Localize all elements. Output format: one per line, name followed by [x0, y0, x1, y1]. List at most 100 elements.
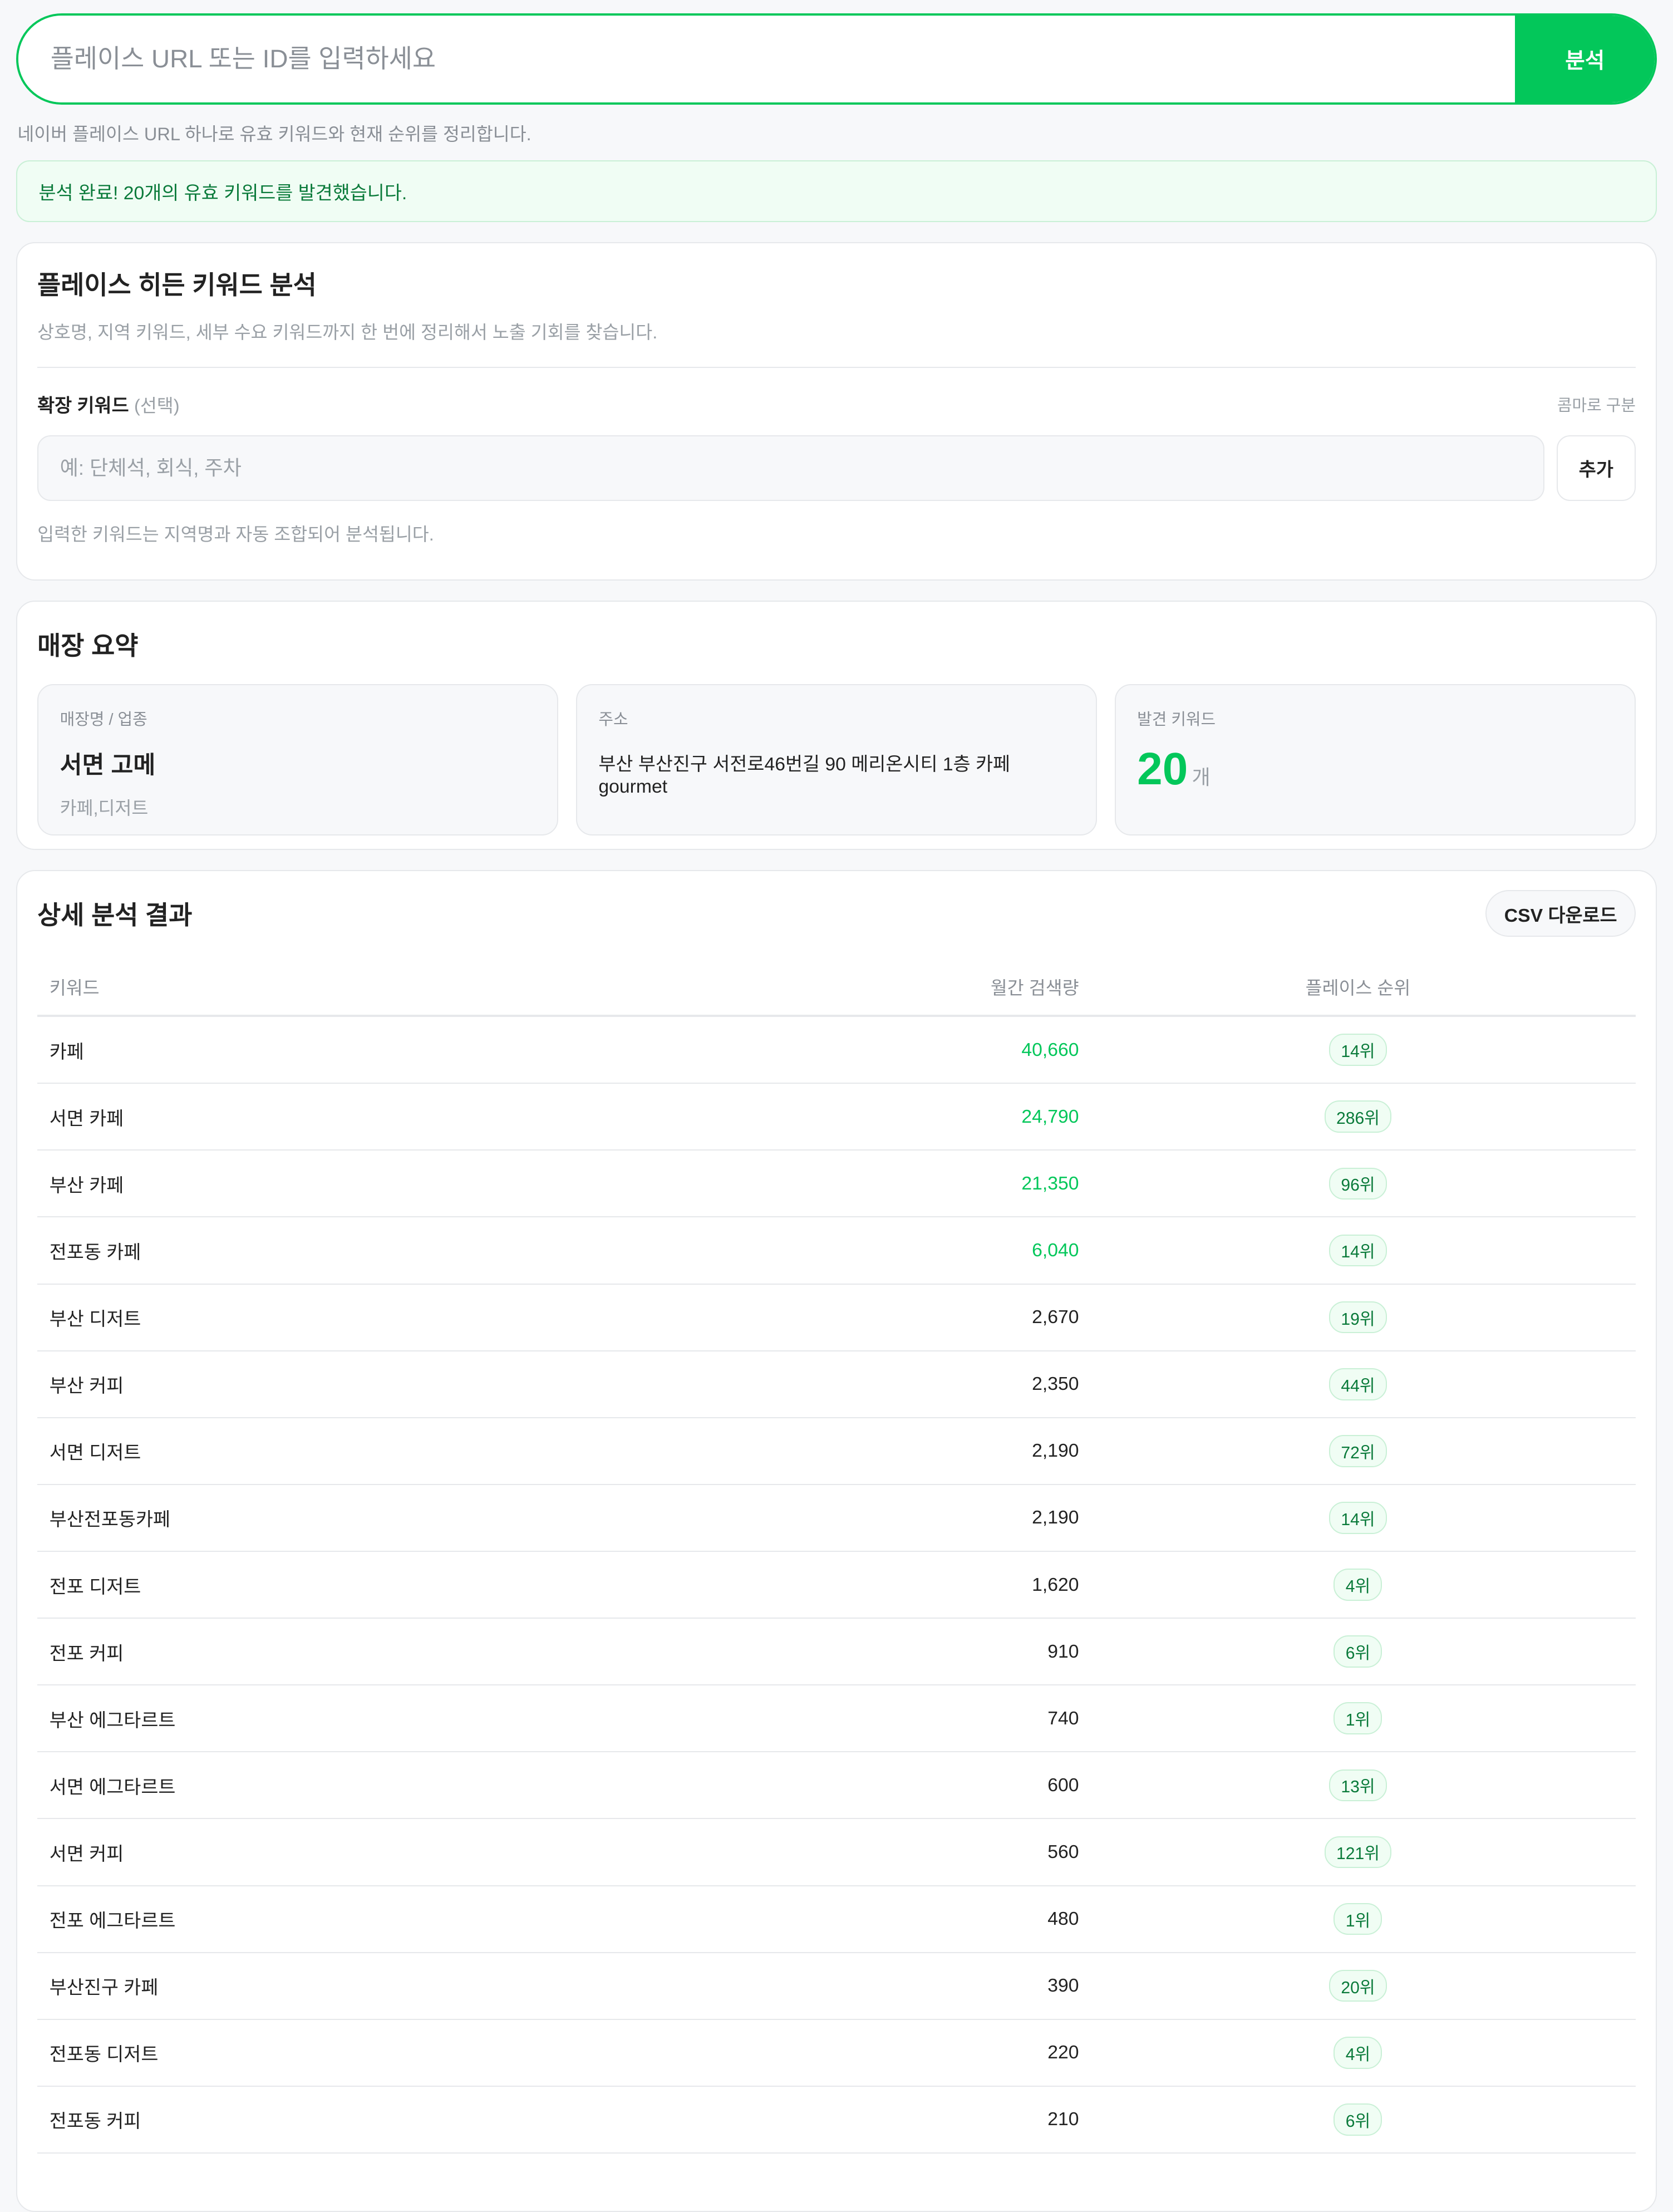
volume-cell: 2,670 [863, 1284, 1080, 1351]
add-keyword-button[interactable]: 추가 [1556, 435, 1636, 501]
rank-cell: 121위 [1080, 1818, 1636, 1886]
rank-cell: 6위 [1080, 1618, 1636, 1686]
results-card: 상세 분석 결과 CSV 다운로드 키워드 월간 검색량 플레이스 순위 카페 … [16, 870, 1657, 2212]
summary-title: 매장 요약 [37, 632, 139, 661]
optional-label: (선택) [134, 396, 180, 416]
rank-badge: 1위 [1334, 1702, 1382, 1735]
volume-cell: 910 [863, 1618, 1080, 1686]
keyword-cell: 전포 커피 [37, 1618, 863, 1686]
keyword-cell: 부산진구 카페 [37, 1952, 863, 2020]
volume-cell: 600 [863, 1752, 1080, 1820]
rank-badge: 121위 [1324, 1836, 1392, 1869]
volume-cell: 21,350 [863, 1150, 1080, 1218]
place-url-input[interactable] [18, 16, 1515, 102]
col-volume: 월간 검색량 [863, 958, 1080, 1017]
rank-badge: 20위 [1329, 1969, 1387, 2002]
keyword-cell: 서면 디저트 [37, 1417, 863, 1485]
store-summary-card: 매장 요약 매장명 / 업종 서면 고메 카페,디저트 주소 부산 부산진구 서… [16, 600, 1657, 851]
store-name: 서면 고메 [60, 752, 156, 779]
analysis-description: 상호명, 지역 키워드, 세부 수요 키워드까지 한 번에 정리해서 노출 기회… [37, 322, 658, 342]
rank-badge: 1위 [1334, 1903, 1382, 1935]
keyword-cell: 전포 에그타르트 [37, 1885, 863, 1953]
success-alert: 분석 완료! 20개의 유효 키워드를 발견했습니다. [16, 160, 1657, 222]
rank-cell: 20위 [1080, 1952, 1636, 2020]
keyword-count: 20 [1137, 744, 1188, 795]
keyword-cell: 카페 [37, 1016, 863, 1084]
volume-cell: 2,190 [863, 1417, 1080, 1485]
rank-badge: 13위 [1329, 1769, 1387, 1802]
keyword-cell: 전포 디저트 [37, 1551, 863, 1619]
rank-cell: 4위 [1080, 2019, 1636, 2087]
keyword-cell: 서면 카페 [37, 1083, 863, 1151]
rank-cell: 13위 [1080, 1752, 1636, 1820]
rank-cell: 96위 [1080, 1150, 1636, 1218]
table-row: 전포동 카페 6,040 14위 [37, 1217, 1636, 1285]
col-rank: 플레이스 순위 [1080, 958, 1636, 1017]
table-row: 부산진구 카페 390 20위 [37, 1952, 1636, 2020]
store-category: 카페,디저트 [60, 798, 149, 819]
volume-cell: 560 [863, 1818, 1080, 1886]
results-table: 키워드 월간 검색량 플레이스 순위 카페 40,660 14위 서면 카페 24… [37, 958, 1636, 2154]
analysis-title: 플레이스 히든 키워드 분석 [37, 271, 317, 299]
volume-cell: 2,190 [863, 1484, 1080, 1552]
extra-keyword-input[interactable] [37, 435, 1545, 501]
volume-cell: 6,040 [863, 1217, 1080, 1285]
table-row: 서면 에그타르트 600 13위 [37, 1752, 1636, 1820]
keyword-cell: 부산 커피 [37, 1350, 863, 1418]
volume-cell: 210 [863, 2086, 1080, 2154]
rank-cell: 6위 [1080, 2086, 1636, 2154]
keyword-count-box: 발견 키워드 20 개 [1114, 684, 1636, 836]
table-row: 전포 커피 910 6위 [37, 1618, 1636, 1686]
store-name-box: 매장명 / 업종 서면 고메 카페,디저트 [37, 684, 559, 836]
volume-cell: 480 [863, 1885, 1080, 1953]
divider [37, 366, 1636, 368]
volume-cell: 740 [863, 1685, 1080, 1753]
label-text: 확장 키워드 [37, 395, 129, 417]
keyword-cell: 서면 커피 [37, 1818, 863, 1886]
rank-badge: 14위 [1329, 1034, 1387, 1066]
alert-message: 분석 완료! 20개의 유효 키워드를 발견했습니다. [38, 182, 407, 204]
keyword-cell: 전포동 카페 [37, 1217, 863, 1285]
rank-badge: 6위 [1334, 2103, 1382, 2136]
analyze-button[interactable]: 분석 [1515, 16, 1655, 102]
keyword-count-label: 발견 키워드 [1137, 711, 1216, 729]
csv-download-button[interactable]: CSV 다운로드 [1485, 889, 1636, 937]
rank-badge: 19위 [1329, 1301, 1387, 1334]
table-row: 서면 커피 560 121위 [37, 1818, 1636, 1886]
volume-cell: 40,660 [863, 1016, 1080, 1084]
rank-cell: 286위 [1080, 1083, 1636, 1151]
table-row: 부산 에그타르트 740 1위 [37, 1685, 1636, 1753]
table-row: 부산 카페 21,350 96위 [37, 1150, 1636, 1218]
rank-cell: 72위 [1080, 1417, 1636, 1485]
keyword-cell: 전포동 디저트 [37, 2019, 863, 2087]
rank-cell: 14위 [1080, 1016, 1636, 1084]
table-row: 전포 디저트 1,620 4위 [37, 1551, 1636, 1619]
rank-badge: 6위 [1334, 1635, 1382, 1668]
volume-cell: 2,350 [863, 1350, 1080, 1418]
address-label: 주소 [598, 711, 628, 729]
volume-cell: 24,790 [863, 1083, 1080, 1151]
volume-cell: 220 [863, 2019, 1080, 2087]
rank-badge: 14위 [1329, 1234, 1387, 1267]
table-row: 부산 커피 2,350 44위 [37, 1350, 1636, 1418]
keyword-note: 입력한 키워드는 지역명과 자동 조합되어 분석됩니다. [37, 524, 434, 544]
rank-cell: 1위 [1080, 1685, 1636, 1753]
rank-badge: 44위 [1329, 1368, 1387, 1400]
rank-cell: 19위 [1080, 1284, 1636, 1351]
keyword-cell: 부산 에그타르트 [37, 1685, 863, 1753]
keyword-analysis-card: 플레이스 히든 키워드 분석 상호명, 지역 키워드, 세부 수요 키워드까지 … [16, 242, 1657, 581]
keyword-cell: 서면 에그타르트 [37, 1752, 863, 1820]
store-name-label: 매장명 / 업종 [60, 711, 147, 729]
results-title: 상세 분석 결과 [37, 901, 193, 930]
comma-hint: 콤마로 구분 [1557, 396, 1636, 415]
table-row: 카페 40,660 14위 [37, 1016, 1636, 1084]
rank-badge: 286위 [1324, 1100, 1392, 1133]
table-row: 전포동 디저트 220 4위 [37, 2019, 1636, 2087]
table-row: 전포 에그타르트 480 1위 [37, 1885, 1636, 1953]
search-helper-text: 네이버 플레이스 URL 하나로 유효 키워드와 현재 순위를 정리합니다. [17, 124, 532, 144]
table-row: 부산 디저트 2,670 19위 [37, 1284, 1636, 1351]
rank-cell: 1위 [1080, 1885, 1636, 1953]
rank-badge: 4위 [1334, 2036, 1382, 2069]
rank-badge: 72위 [1329, 1434, 1387, 1467]
keyword-cell: 부산 디저트 [37, 1284, 863, 1351]
